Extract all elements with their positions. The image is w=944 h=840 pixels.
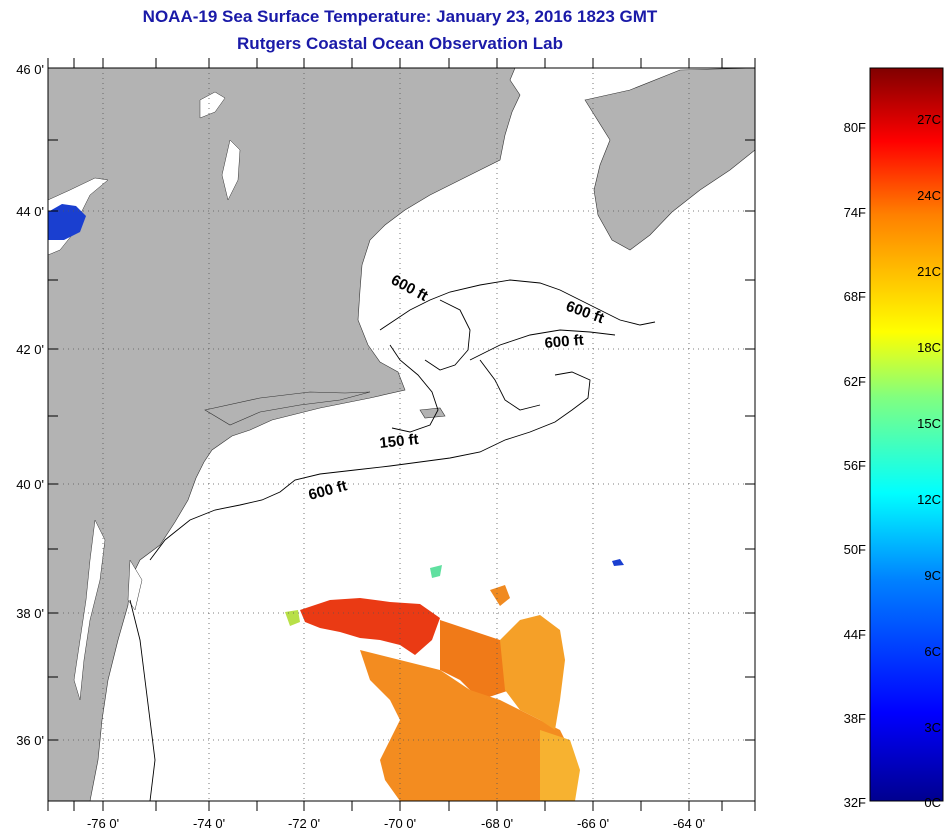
lat-label: 46 0' [16, 62, 44, 77]
colorbar-c-label: 27C [917, 112, 941, 127]
colorbar-celsius-labels: 27C 24C 21C 18C 15C 12C 9C 6C 3C 0C [917, 112, 941, 810]
isobath-label: 600 ft [388, 272, 431, 305]
longitude-labels: -76 0' -74 0' -72 0' -70 0' -68 0' -66 0… [87, 816, 705, 831]
lat-label: 42 0' [16, 342, 44, 357]
map-subtitle: Rutgers Coastal Ocean Observation Lab [237, 34, 563, 53]
land-mass [48, 68, 755, 801]
lon-label: -74 0' [193, 816, 225, 831]
colorbar-f-label: 44F [844, 627, 866, 642]
colorbar-c-label: 9C [924, 568, 941, 583]
cold-water-dot [612, 559, 624, 566]
colorbar-fahrenheit-labels: 80F 74F 68F 62F 56F 50F 44F 38F 32F [844, 120, 866, 810]
sst-data [285, 565, 580, 801]
lon-label: -70 0' [384, 816, 416, 831]
colorbar-f-label: 74F [844, 205, 866, 220]
plot-frame [47, 67, 756, 802]
lat-label: 38 0' [16, 606, 44, 621]
colorbar-c-label: 21C [917, 264, 941, 279]
colorbar [869, 67, 944, 802]
colorbar-c-label: 24C [917, 188, 941, 203]
isobath-contours [129, 279, 656, 801]
lat-label: 36 0' [16, 733, 44, 748]
colorbar-f-label: 38F [844, 711, 866, 726]
colorbar-c-label: 12C [917, 492, 941, 507]
colorbar-f-label: 32F [844, 795, 866, 810]
lon-label: -76 0' [87, 816, 119, 831]
lat-label: 40 0' [16, 477, 44, 492]
isobath-label: 150 ft [379, 431, 420, 452]
lon-label: -64 0' [673, 816, 705, 831]
graticule [48, 68, 755, 801]
map-title: NOAA-19 Sea Surface Temperature: January… [142, 7, 658, 26]
lon-label: -72 0' [288, 816, 320, 831]
colorbar-c-label: 0C [924, 795, 941, 810]
colorbar-c-label: 3C [924, 720, 941, 735]
colorbar-f-label: 50F [844, 542, 866, 557]
lon-label: -66 0' [577, 816, 609, 831]
colorbar-f-label: 80F [844, 120, 866, 135]
colorbar-c-label: 15C [917, 416, 941, 431]
axis-ticks [47, 58, 756, 811]
latitude-labels: 46 0' 44 0' 42 0' 40 0' 38 0' 36 0' [16, 62, 44, 748]
colorbar-f-label: 56F [844, 458, 866, 473]
cold-water-patch [48, 204, 86, 240]
isobath-label: 600 ft [307, 477, 349, 504]
colorbar-c-label: 6C [924, 644, 941, 659]
colorbar-c-label: 18C [917, 340, 941, 355]
lon-label: -68 0' [481, 816, 513, 831]
colorbar-f-label: 62F [844, 374, 866, 389]
isobath-label: 600 ft [544, 332, 585, 352]
colorbar-f-label: 68F [844, 289, 866, 304]
lat-label: 44 0' [16, 204, 44, 219]
